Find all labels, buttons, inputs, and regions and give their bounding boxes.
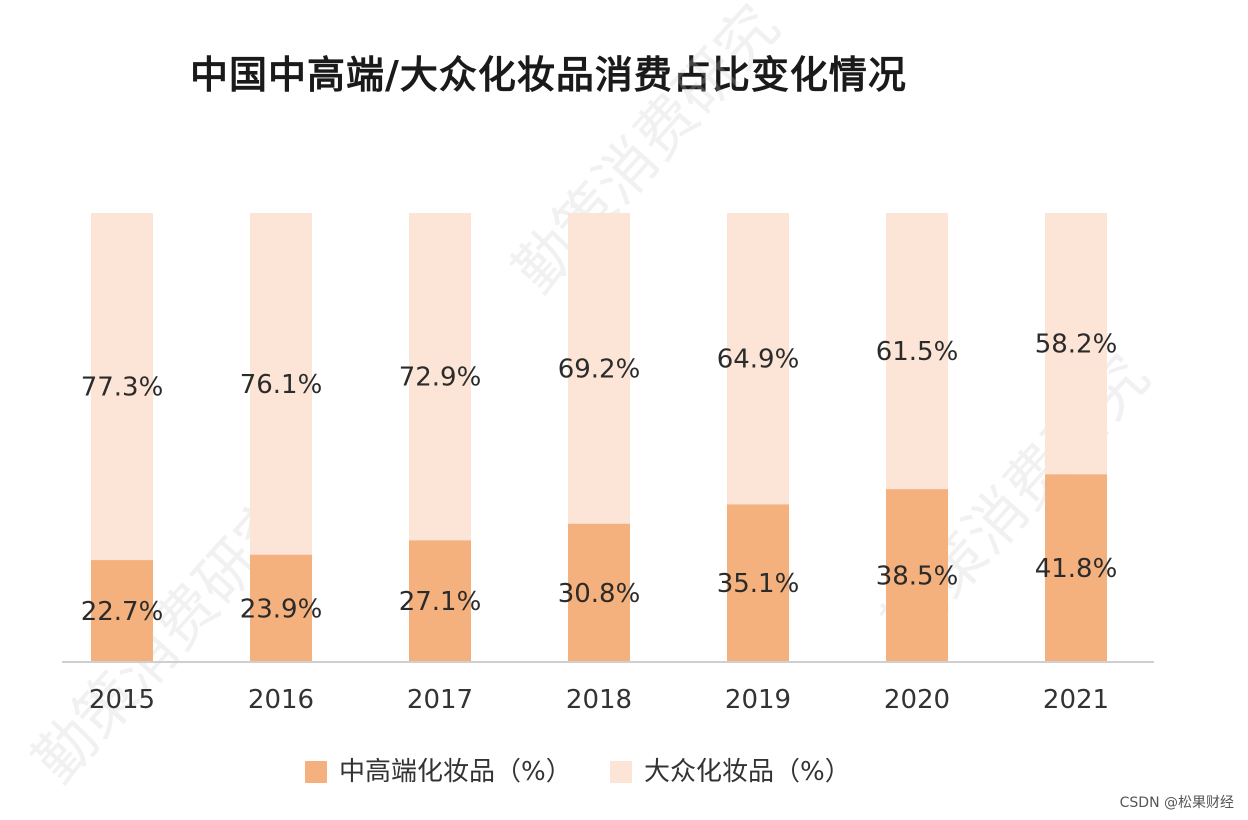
bar-premium-segment (568, 523, 630, 662)
data-label-premium: 23.9% (240, 594, 323, 624)
bar-premium-segment (91, 560, 153, 662)
x-tick-label: 2015 (89, 685, 155, 715)
bar-premium-segment (250, 554, 312, 662)
bar-mass-segment (1045, 213, 1107, 475)
data-label-mass: 69.2% (558, 354, 641, 384)
bar-premium-segment (1045, 474, 1107, 662)
x-tick-label: 2019 (725, 685, 791, 715)
data-label-mass: 58.2% (1035, 330, 1118, 360)
x-tick-label: 2020 (884, 685, 950, 715)
data-label-mass: 64.9% (717, 345, 800, 375)
x-tick-label: 2017 (407, 685, 473, 715)
credit-text: CSDN @松果财经 (1119, 795, 1234, 811)
bar-premium-segment (409, 540, 471, 662)
bar-mass-segment (886, 213, 948, 490)
legend-swatch-premium (305, 761, 327, 783)
data-label-mass: 61.5% (876, 337, 959, 367)
bar-mass-segment (250, 213, 312, 555)
data-label-premium: 27.1% (399, 587, 482, 617)
data-label-premium: 30.8% (558, 579, 641, 609)
data-label-premium: 38.5% (876, 562, 959, 592)
data-label-mass: 77.3% (81, 373, 164, 403)
x-tick-label: 2018 (566, 685, 632, 715)
chart-title: 中国中高端/大众化妆品消费占比变化情况 (190, 53, 907, 97)
bar-premium-segment (886, 489, 948, 662)
data-label-mass: 72.9% (399, 363, 482, 393)
bar-mass-segment (568, 213, 630, 524)
bar-mass-segment (409, 213, 471, 541)
data-label-premium: 41.8% (1035, 554, 1118, 584)
bar-mass-segment (727, 213, 789, 505)
legend-swatch-mass (610, 761, 632, 783)
bar-mass-segment (91, 213, 153, 561)
legend-label-mass: 大众化妆品（%） (644, 757, 851, 787)
bar-premium-segment (727, 504, 789, 662)
x-tick-label: 2016 (248, 685, 314, 715)
x-tick-label: 2021 (1043, 685, 1109, 715)
data-label-premium: 22.7% (81, 597, 164, 627)
data-label-premium: 35.1% (717, 569, 800, 599)
legend-label-premium: 中高端化妆品（%） (339, 757, 572, 787)
data-label-mass: 76.1% (240, 370, 323, 400)
